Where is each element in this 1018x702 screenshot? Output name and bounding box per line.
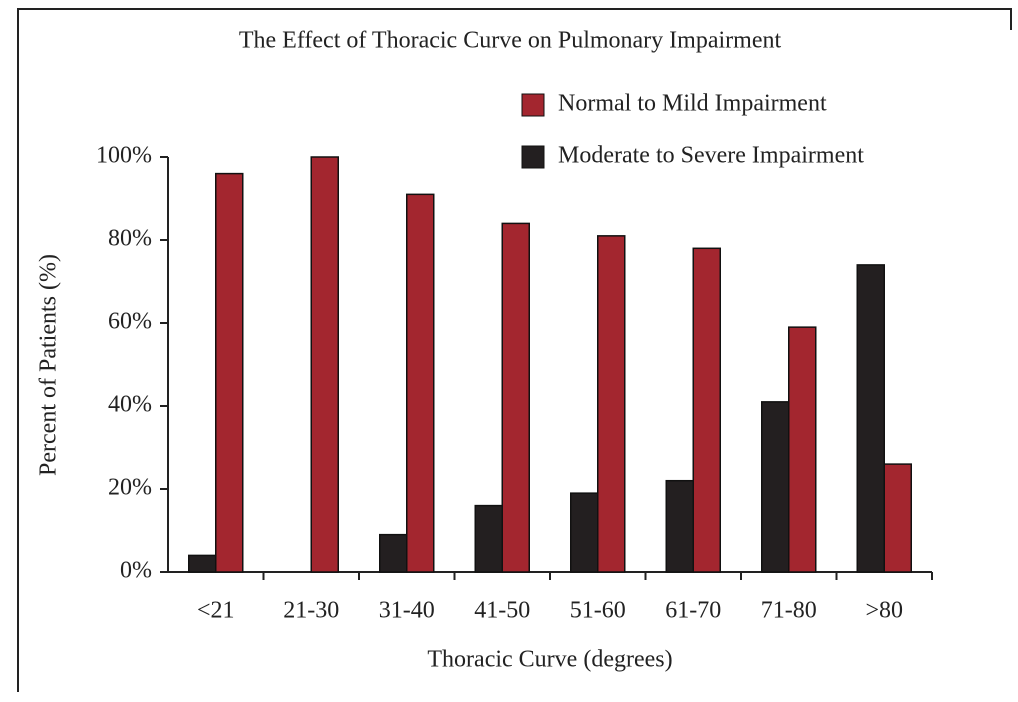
bar bbox=[501, 222, 530, 573]
y-tick-label: 0% bbox=[120, 558, 152, 584]
x-tick-label: 71-80 bbox=[761, 598, 817, 624]
x-tick-label: >80 bbox=[865, 598, 903, 624]
x-axis-title: Thoracic Curve (degrees) bbox=[427, 647, 672, 673]
bar bbox=[665, 479, 694, 573]
legend-label: Normal to Mild Impairment bbox=[558, 91, 827, 117]
bar bbox=[406, 193, 435, 573]
bar bbox=[761, 401, 790, 573]
bar bbox=[474, 504, 503, 573]
legend-label: Moderate to Severe Impairment bbox=[558, 143, 864, 169]
legend-swatch bbox=[521, 145, 545, 169]
x-tick-label: 21-30 bbox=[283, 598, 339, 624]
x-tick-label: 41-50 bbox=[474, 598, 530, 624]
bar bbox=[310, 156, 339, 573]
y-tick-label: 20% bbox=[108, 475, 152, 501]
x-tick-label: <21 bbox=[197, 598, 235, 624]
bar bbox=[856, 264, 885, 573]
x-tick-label: 51-60 bbox=[570, 598, 626, 624]
bar bbox=[883, 463, 912, 573]
y-axis-title: Percent of Patients (%) bbox=[36, 254, 62, 476]
y-tick-label: 100% bbox=[96, 143, 152, 169]
x-tick-label: 31-40 bbox=[379, 598, 435, 624]
bar bbox=[692, 247, 721, 573]
x-tick-label: 61-70 bbox=[665, 598, 721, 624]
bar bbox=[188, 554, 217, 573]
bar bbox=[788, 326, 817, 573]
y-tick-label: 40% bbox=[108, 392, 152, 418]
bar bbox=[570, 492, 599, 573]
chart-title: The Effect of Thoracic Curve on Pulmonar… bbox=[239, 28, 782, 54]
legend-swatch bbox=[521, 93, 545, 117]
frame bbox=[17, 8, 1012, 692]
bar bbox=[379, 533, 408, 573]
bar bbox=[597, 235, 626, 573]
y-tick-label: 60% bbox=[108, 309, 152, 335]
y-tick-label: 80% bbox=[108, 226, 152, 252]
bar bbox=[215, 172, 244, 573]
